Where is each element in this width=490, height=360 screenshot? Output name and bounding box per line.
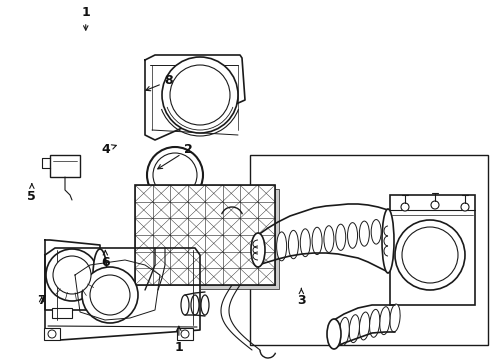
Ellipse shape bbox=[380, 307, 390, 335]
Bar bbox=[390, 195, 475, 305]
Ellipse shape bbox=[181, 295, 189, 315]
Polygon shape bbox=[145, 55, 245, 140]
Ellipse shape bbox=[253, 235, 263, 265]
Circle shape bbox=[461, 203, 469, 211]
Circle shape bbox=[401, 203, 409, 211]
Circle shape bbox=[46, 249, 98, 301]
Ellipse shape bbox=[324, 226, 334, 252]
Ellipse shape bbox=[312, 227, 322, 255]
Ellipse shape bbox=[347, 222, 358, 248]
Ellipse shape bbox=[371, 220, 381, 244]
Ellipse shape bbox=[369, 309, 380, 337]
Bar bbox=[52, 308, 72, 318]
Circle shape bbox=[162, 57, 238, 133]
Ellipse shape bbox=[359, 312, 369, 340]
Circle shape bbox=[402, 227, 458, 283]
Ellipse shape bbox=[390, 304, 400, 332]
Ellipse shape bbox=[201, 295, 209, 315]
Text: 4: 4 bbox=[101, 143, 116, 156]
Ellipse shape bbox=[329, 320, 339, 348]
Circle shape bbox=[82, 267, 138, 323]
Text: 7: 7 bbox=[37, 294, 46, 307]
Text: 1: 1 bbox=[81, 6, 90, 30]
Polygon shape bbox=[45, 248, 200, 340]
Ellipse shape bbox=[265, 233, 275, 263]
Circle shape bbox=[53, 256, 91, 294]
Bar bbox=[135, 185, 275, 285]
Ellipse shape bbox=[382, 209, 394, 273]
Ellipse shape bbox=[300, 229, 310, 257]
Text: 2: 2 bbox=[158, 143, 193, 169]
Circle shape bbox=[181, 330, 189, 338]
Bar bbox=[177, 328, 193, 340]
Ellipse shape bbox=[327, 319, 341, 349]
Circle shape bbox=[395, 220, 465, 290]
Bar bbox=[50, 155, 80, 177]
Circle shape bbox=[90, 275, 130, 315]
Circle shape bbox=[153, 153, 197, 197]
Circle shape bbox=[147, 147, 203, 203]
Ellipse shape bbox=[93, 249, 107, 301]
Bar bbox=[250, 155, 488, 345]
Ellipse shape bbox=[251, 233, 265, 267]
Circle shape bbox=[170, 65, 230, 125]
Ellipse shape bbox=[359, 221, 369, 246]
Text: 5: 5 bbox=[27, 184, 36, 203]
Ellipse shape bbox=[289, 230, 298, 259]
Ellipse shape bbox=[383, 218, 393, 242]
Circle shape bbox=[48, 330, 56, 338]
Ellipse shape bbox=[336, 224, 346, 250]
Polygon shape bbox=[45, 240, 100, 310]
Circle shape bbox=[431, 201, 439, 209]
Bar bbox=[139, 189, 279, 289]
Text: 1: 1 bbox=[174, 326, 183, 354]
Ellipse shape bbox=[339, 318, 349, 345]
Ellipse shape bbox=[277, 232, 287, 261]
Bar bbox=[44, 328, 60, 340]
Text: 6: 6 bbox=[101, 250, 110, 269]
Text: 3: 3 bbox=[297, 288, 306, 307]
Text: 8: 8 bbox=[146, 75, 173, 91]
Ellipse shape bbox=[349, 315, 360, 343]
Ellipse shape bbox=[191, 295, 199, 315]
